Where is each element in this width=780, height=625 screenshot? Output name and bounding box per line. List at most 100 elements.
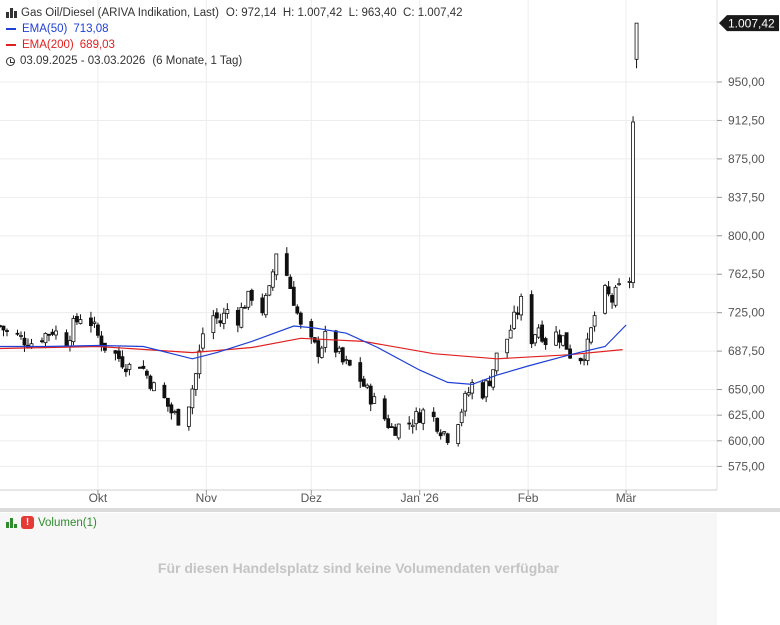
candle <box>99 331 104 352</box>
candle-body <box>592 315 597 327</box>
candle <box>47 333 51 342</box>
candle <box>344 355 349 365</box>
candle <box>568 344 573 359</box>
candle-body <box>40 340 44 343</box>
candle-body <box>407 422 412 425</box>
candle-body <box>393 426 398 436</box>
no-volume-message: Für diesen Handelsplatz sind keine Volum… <box>157 560 560 576</box>
candle-body <box>568 348 573 359</box>
candle-body <box>505 338 510 354</box>
candle <box>50 328 55 337</box>
candle-body <box>480 382 485 399</box>
candle-body <box>197 350 202 375</box>
date-range-detail: (6 Monate, 1 Tag) <box>152 55 243 67</box>
candle-body <box>274 253 279 276</box>
candle-body <box>15 332 20 335</box>
ema200-swatch <box>6 44 16 46</box>
candle-body <box>494 352 499 372</box>
candle-body <box>365 384 370 388</box>
y-tick-label: 650,00 <box>728 383 765 397</box>
candle <box>319 345 324 359</box>
y-tick-label: 575,00 <box>728 459 765 473</box>
candle <box>19 331 23 340</box>
volume-bars-icon <box>6 517 18 528</box>
candle <box>519 293 524 321</box>
candle-body <box>445 433 450 443</box>
candle <box>480 379 485 400</box>
legend-range-row: 03.09.2025 - 03.03.2026 (6 Monate, 1 Tag… <box>6 53 462 69</box>
chart-grid <box>0 0 717 490</box>
date-range: 03.09.2025 - 03.03.2026 <box>20 55 146 67</box>
x-tick-label: Feb <box>518 491 539 505</box>
candle <box>186 406 191 431</box>
candle <box>225 303 230 319</box>
candle-body <box>578 357 583 362</box>
candle-body <box>515 312 520 315</box>
candle <box>193 372 198 396</box>
candle <box>1 325 6 337</box>
candle <box>470 379 475 400</box>
candle <box>284 247 289 277</box>
candle <box>242 305 247 309</box>
last-price-label: 1.007,42 <box>728 17 775 31</box>
candle <box>239 302 244 329</box>
legend-ema200-row[interactable]: EMA(200) 689,03 <box>6 37 462 53</box>
candle <box>582 354 586 366</box>
candle-body <box>78 319 83 324</box>
candle-body <box>288 276 293 289</box>
candle <box>221 307 226 330</box>
candle <box>533 334 538 347</box>
x-tick-label: Nov <box>196 491 217 505</box>
candle-body <box>218 320 223 324</box>
candle-body <box>165 397 170 407</box>
candle <box>417 408 422 423</box>
candle-body <box>361 378 366 387</box>
candle-body <box>491 369 496 388</box>
candle <box>396 423 401 441</box>
candle-body <box>508 329 513 339</box>
warning-icon[interactable]: ! <box>21 516 34 529</box>
candle <box>508 324 513 339</box>
candle-body <box>249 289 254 301</box>
candle <box>316 336 321 364</box>
candle <box>214 308 219 325</box>
candle <box>263 292 268 318</box>
candle <box>246 290 251 311</box>
price-chart[interactable]: 575,00 600,00 625,00 650,00 687,50 725,00 762,… <box>0 0 780 512</box>
candle <box>459 408 464 427</box>
candle <box>515 306 520 320</box>
candle-body <box>47 333 51 336</box>
candle-body <box>19 335 23 337</box>
candle <box>54 325 58 340</box>
candle <box>564 332 569 350</box>
price-axis: 575,00 600,00 625,00 650,00 687,50 725,00 762,… <box>717 75 765 473</box>
legend-instrument-row: Gas Oil/Diesel (ARIVA Indikation, Last) … <box>6 5 462 21</box>
candle-body <box>1 325 6 331</box>
candle <box>540 320 545 344</box>
candle <box>291 281 296 306</box>
candle-body <box>214 312 219 319</box>
candle <box>466 387 471 397</box>
candle-body <box>263 295 268 316</box>
candle-body <box>536 327 541 338</box>
candle-body <box>347 359 352 366</box>
candle <box>267 285 272 297</box>
candle <box>298 311 303 329</box>
candle <box>554 325 559 346</box>
candle <box>113 350 118 361</box>
ema50-line <box>0 324 627 386</box>
candle <box>557 329 562 349</box>
candle <box>494 352 499 375</box>
candle <box>389 423 394 428</box>
legend-ema50-row[interactable]: EMA(50) 713,08 <box>6 21 462 37</box>
candle <box>274 253 279 281</box>
candle-body <box>75 316 79 323</box>
candle <box>144 369 149 379</box>
candle <box>124 364 128 377</box>
candle-body <box>239 307 244 328</box>
candle <box>75 313 79 326</box>
candle <box>603 283 607 315</box>
candle <box>438 429 443 440</box>
y-tick-label: 762,50 <box>728 267 765 281</box>
ema50-value: 713,08 <box>73 23 109 35</box>
